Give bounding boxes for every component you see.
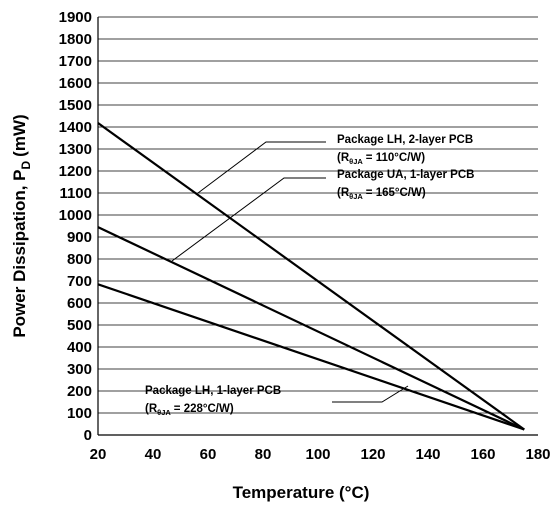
- y-tick-label: 1000: [59, 207, 92, 224]
- series-label: Package UA, 1-layer PCB: [337, 169, 474, 181]
- series-line-1: [97, 122, 525, 431]
- x-tick-label: 140: [415, 446, 440, 463]
- y-tick-label: 100: [67, 405, 92, 422]
- y-tick-label: 1600: [59, 75, 92, 92]
- series-resistance-label: (RθJA = 110°C/W): [337, 152, 425, 166]
- y-tick-label: 600: [67, 295, 92, 312]
- y-tick-label: 1700: [59, 53, 92, 70]
- y-tick-label: 1200: [59, 163, 92, 180]
- y-tick-label: 1800: [59, 31, 92, 48]
- series-line-2: [97, 226, 525, 431]
- x-tick-labels: 20 40 60 80 100 120 140 160 180: [90, 446, 551, 463]
- grid-lines: [98, 16, 538, 414]
- series-lines: [97, 122, 525, 431]
- y-axis-title-unit: (mW): [10, 114, 29, 156]
- y-tick-label: 1400: [59, 119, 92, 136]
- x-tick-label: 160: [470, 446, 495, 463]
- y-tick-label: 300: [67, 361, 92, 378]
- series-resistance-label: (RθJA = 228°C/W): [145, 403, 234, 417]
- axes: [97, 17, 538, 436]
- series-annotation-1: Package LH, 2-layer PCB (RθJA = 110°C/W): [197, 134, 473, 194]
- leader-line: [332, 385, 409, 403]
- y-tick-label: 1500: [59, 97, 92, 114]
- series-label: Package LH, 2-layer PCB: [337, 134, 473, 146]
- series-label: Package LH, 1-layer PCB: [145, 385, 281, 397]
- y-tick-label: 1300: [59, 141, 92, 158]
- y-axis-title-subscript: D: [19, 161, 33, 170]
- series-annotation-2: Package UA, 1-layer PCB (RθJA = 165°C/W): [171, 169, 474, 262]
- y-tick-label: 800: [67, 251, 92, 268]
- x-tick-label: 40: [145, 446, 162, 463]
- series-line-3: [97, 283, 525, 431]
- y-tick-label: 500: [67, 317, 92, 334]
- y-tick-label: 700: [67, 273, 92, 290]
- x-tick-label: 120: [360, 446, 385, 463]
- y-tick-label: 1900: [59, 9, 92, 26]
- y-tick-label: 1100: [59, 185, 92, 202]
- x-tick-label: 20: [90, 446, 107, 463]
- x-axis-title: Temperature (°C): [233, 483, 370, 502]
- y-tick-label: 900: [67, 229, 92, 246]
- leader-line: [171, 177, 326, 262]
- y-tick-label: 400: [67, 339, 92, 356]
- series-annotation-3: Package LH, 1-layer PCB (RθJA = 228°C/W): [145, 385, 409, 417]
- y-tick-label: 0: [84, 427, 92, 444]
- x-tick-label: 80: [255, 446, 272, 463]
- series-resistance-label: (RθJA = 165°C/W): [337, 187, 426, 201]
- annotations: Package LH, 2-layer PCB(RθJA = 110°C/W)Pa…: [145, 134, 474, 417]
- x-tick-label: 100: [305, 446, 330, 463]
- y-axis-title-main: Power Dissipation, P: [10, 170, 29, 338]
- y-tick-labels: 0 100 200 300 400 500 600 700 800 900 1000 1100 1200…: [59, 9, 92, 444]
- x-tick-label: 180: [525, 446, 550, 463]
- x-tick-label: 60: [200, 446, 217, 463]
- y-axis-title: Power Dissipation, PD (mW): [10, 114, 33, 337]
- leader-line: [197, 141, 326, 194]
- y-tick-label: 200: [67, 383, 92, 400]
